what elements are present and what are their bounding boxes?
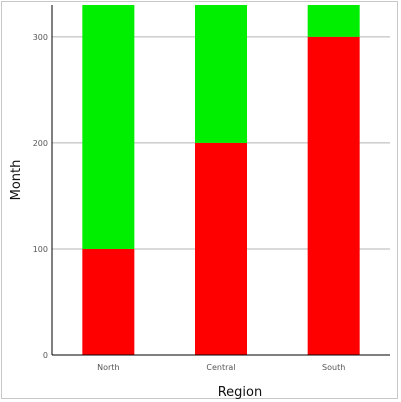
bar-segment-north-1 [82,248,135,355]
bar-segment-north-2 [82,5,135,249]
bars [82,5,360,356]
y-tick-label: 200 [33,139,48,148]
x-tick-label: North [97,363,119,372]
y-tick-label: 100 [33,245,48,254]
bar-segment-south-1 [307,36,360,356]
bar-segment-central-1 [195,142,247,355]
y-tick-label: 0 [43,351,48,360]
x-tick-label: South [322,363,345,372]
x-axis-title: Region [218,385,263,400]
y-tick-labels: 0 100 200 300 [33,33,48,360]
y-axis-title: Month [9,160,24,201]
bar-segment-central-2 [195,5,247,143]
bar-segment-south-2 [307,5,360,37]
x-tick-label: Central [206,363,235,372]
x-tick-labels: North Central South [97,363,345,372]
y-tick-label: 300 [33,33,48,42]
